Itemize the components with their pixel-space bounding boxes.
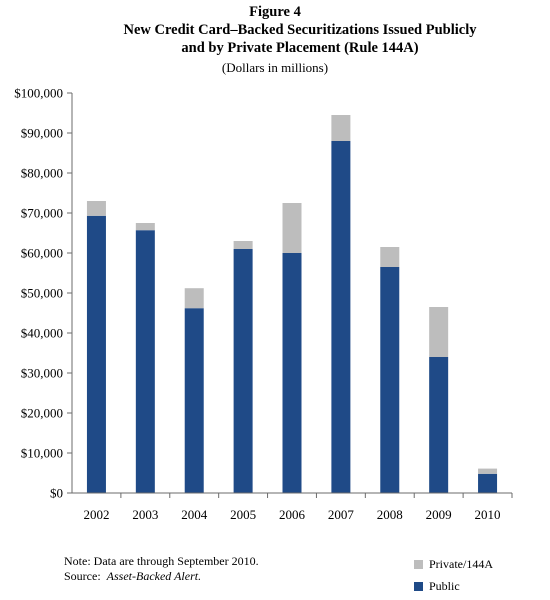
x-tick-label: 2003 [132,507,158,522]
x-tick-label: 2004 [181,507,208,522]
source-prefix: Source: [64,569,107,583]
chart-title-line-1: New Credit Card–Backed Securitizations I… [123,22,477,38]
y-tick-label: $90,000 [21,126,63,141]
y-tick-label: $10,000 [21,446,63,461]
bar-public-2006 [282,253,302,493]
x-tick-label: 2007 [328,507,355,522]
bar-private-2004 [184,288,204,309]
y-tick-label: $50,000 [21,286,63,301]
y-tick-label: $0 [50,486,63,501]
x-tick-label: 2008 [377,507,403,522]
note-text: Note: Data are through September 2010. [64,554,259,568]
bar-public-2007 [331,141,351,493]
bar-private-2008 [380,247,400,267]
source-text: Asset-Backed Alert. [106,569,202,583]
chart-axes: 2002 2003 2004 2005 2006 2007 2008 2009 2010 $0 $1… [14,86,513,522]
bar-chart: 2002 2003 2004 2005 2006 2007 2008 2009 2010 $0 $1… [14,86,513,522]
chart-title: New Credit Card–Backed Securitizations I… [60,21,540,57]
y-tick-label: $60,000 [21,246,63,261]
x-tick-label: 2010 [475,507,501,522]
bar-private-2006 [282,203,302,253]
bar-public-2003 [135,230,155,493]
x-tick-label: 2005 [230,507,256,522]
bar-public-2005 [233,249,253,493]
bar-private-2010 [478,468,498,474]
legend-swatch-public [414,581,423,591]
y-tick-label: $20,000 [21,406,63,421]
bar-private-2007 [331,115,351,141]
bar-private-2003 [135,223,155,231]
legend-label-private: Private/144A [429,556,493,571]
legend-swatch-private [414,559,423,569]
y-tick-label: $70,000 [21,206,63,221]
bar-public-2002 [86,215,106,494]
y-tick-label: $80,000 [21,166,63,181]
y-tick-label: $100,000 [14,86,63,101]
legend-item-public: Public [414,578,493,594]
bar-public-2010 [478,473,498,493]
bar-public-2008 [380,267,400,493]
bar-private-2005 [233,241,253,249]
bar-private-2009 [429,307,449,357]
legend-item-private: Private/144A [414,556,493,572]
bar-private-2002 [86,201,106,216]
y-tick-label: $30,000 [21,366,63,381]
chart-note: Note: Data are through September 2010. S… [64,554,259,584]
x-tick-label: 2006 [279,507,306,522]
chart-legend: Private/144A Public [414,556,493,600]
legend-label-public: Public [429,578,460,593]
figure-label: Figure 4 [249,4,301,20]
x-tick-label: 2009 [426,507,452,522]
source-line: Source: Asset-Backed Alert. [64,569,259,584]
bar-public-2004 [184,308,204,493]
bar-group [86,115,498,494]
bar-public-2009 [429,357,449,493]
y-tick-label: $40,000 [21,326,63,341]
chart-subtitle: (Dollars in millions) [221,60,329,75]
x-tick-label: 2002 [83,507,109,522]
chart-title-line-2: and by Private Placement (Rule 144A) [181,40,419,56]
